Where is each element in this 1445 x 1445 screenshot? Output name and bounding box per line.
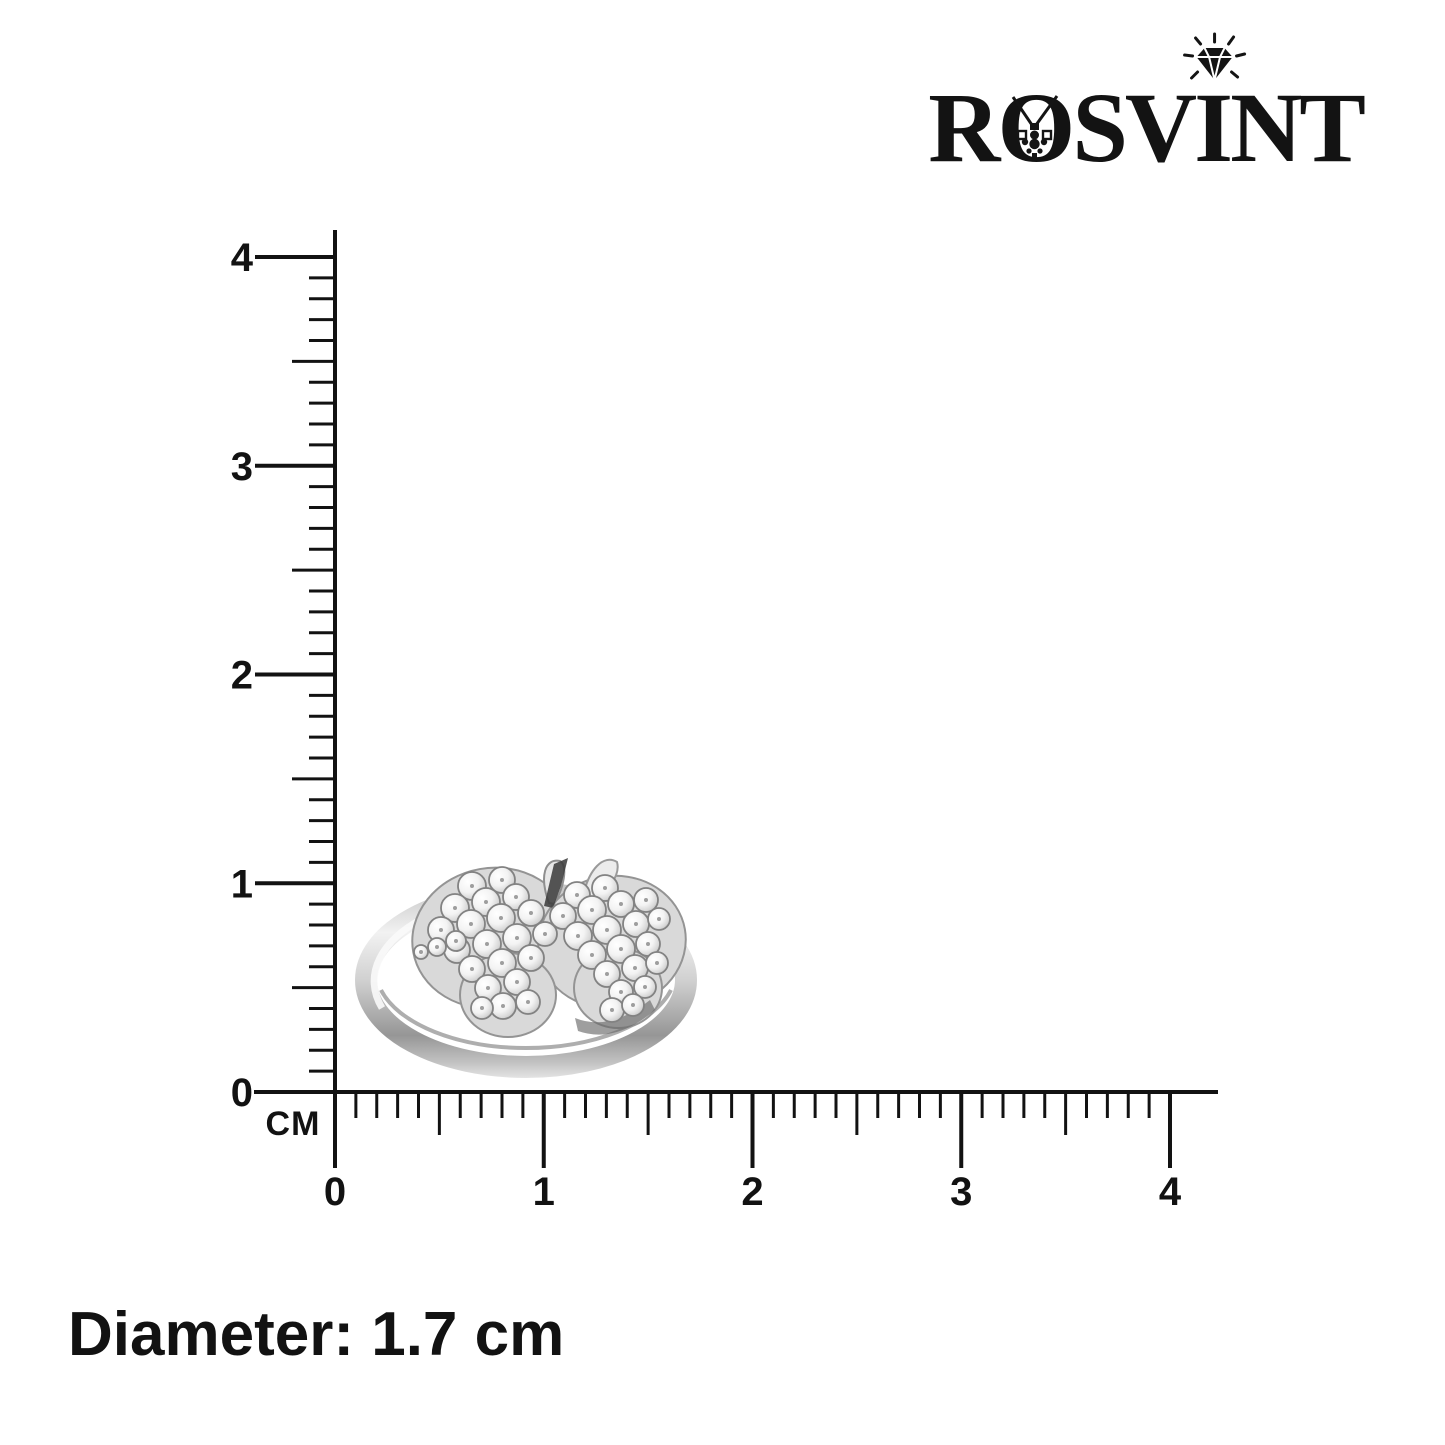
crystal-facet-dot xyxy=(655,961,659,965)
crystal-facet-dot xyxy=(469,922,473,926)
crystal-facet-dot xyxy=(644,898,648,902)
crystal-facet-dot xyxy=(576,934,580,938)
crystal-facet-dot xyxy=(605,928,609,932)
crystal-facet-dot xyxy=(486,986,490,990)
crystal-facet-dot xyxy=(634,922,638,926)
crystal-facet-dot xyxy=(529,956,533,960)
silver-crystal-butterfly-ring-photo xyxy=(355,858,697,1078)
crystal-facet-dot xyxy=(643,985,647,989)
crystal-facet-dot xyxy=(515,936,519,940)
logo-text-r: R xyxy=(928,72,1000,183)
crystal-facet-dot xyxy=(633,966,637,970)
crystal-facet-dot xyxy=(526,1000,530,1004)
y-tick-label: 2 xyxy=(231,654,253,698)
crystal-facet-dot xyxy=(453,906,457,910)
crystal-facet-dot xyxy=(610,1008,614,1012)
x-tick-label: 2 xyxy=(741,1170,763,1214)
x-tick-label: 3 xyxy=(950,1170,972,1214)
diameter-caption: Diameter: 1.7 cm xyxy=(68,1300,565,1369)
crystal-facet-dot xyxy=(543,932,547,936)
crystal-facet-dot xyxy=(590,953,594,957)
crystal-facet-dot xyxy=(590,908,594,912)
crystal-facet-dot xyxy=(484,900,488,904)
crystal-facet-dot xyxy=(514,895,518,899)
crystal-facet-dot xyxy=(439,928,443,932)
crystal-facet-dot xyxy=(603,886,607,890)
brand-logo: RO SVI xyxy=(928,32,1366,183)
crystal-facet-dot xyxy=(529,911,533,915)
crystal-facet-dot xyxy=(435,945,439,949)
x-tick-label: 4 xyxy=(1159,1170,1182,1214)
crystal-facet-dot xyxy=(454,939,458,943)
crystal-facet-dot xyxy=(515,980,519,984)
crystal-facet-dot xyxy=(657,917,661,921)
ruler-unit-label: CM xyxy=(266,1105,321,1143)
x-tick-label: 0 xyxy=(324,1170,346,1214)
crystal-facet-dot xyxy=(501,1004,505,1008)
crystal-facet-dot xyxy=(619,947,623,951)
crystal-facet-dot xyxy=(561,914,565,918)
crystal-facet-dot xyxy=(631,1003,635,1007)
y-tick-label: 0 xyxy=(231,1071,253,1115)
crystal-facet-dot xyxy=(499,916,503,920)
crystal-facet-dot xyxy=(605,972,609,976)
crystal-facet-dot xyxy=(646,942,650,946)
crystal-facet-dot xyxy=(485,942,489,946)
y-tick-label: 3 xyxy=(231,445,253,489)
y-tick-label: 1 xyxy=(231,862,253,906)
x-tick-label: 1 xyxy=(533,1170,555,1214)
crystal-facet-dot xyxy=(575,893,579,897)
crystal-facet-dot xyxy=(419,950,423,954)
crystal-facet-dot xyxy=(500,878,504,882)
crystal-facet-dot xyxy=(619,990,623,994)
crystal-facet-dot xyxy=(619,902,623,906)
logo-text-i: I xyxy=(1194,72,1233,183)
ruler: 0 1 2 3 4 0 1 2 3 4 CM xyxy=(231,230,1218,1214)
crystal-facet-dot xyxy=(500,961,504,965)
crystal-facet-dot xyxy=(470,884,474,888)
logo-text-nt: NT xyxy=(1230,72,1366,183)
crystal-facet-dot xyxy=(470,967,474,971)
logo-text-sv: SV xyxy=(1072,72,1197,183)
crystal-facet-dot xyxy=(480,1006,484,1010)
y-tick-label: 4 xyxy=(231,236,254,280)
